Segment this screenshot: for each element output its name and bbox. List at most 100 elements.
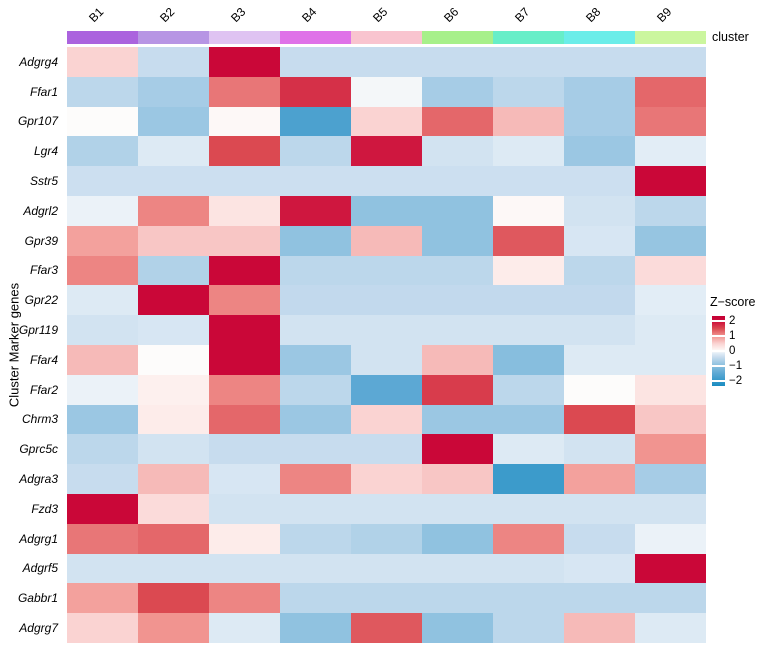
heatmap-cell [493,464,564,494]
heatmap-cell [351,195,422,226]
heatmap-cell [564,136,635,167]
heatmap-cell [422,255,493,286]
heatmap-cell [422,583,493,614]
row-label: Ffar2 [29,382,58,397]
heatmap-cell [493,255,564,286]
row-label: Lgr4 [33,144,58,159]
heatmap-cell [564,344,635,375]
heatmap-cell [138,225,209,256]
heatmap-cell [351,613,422,643]
heatmap-cell [635,553,706,584]
heatmap-cell [635,315,706,345]
heatmap-cell [564,195,635,226]
heatmap-cell [138,195,209,226]
heatmap-cell [209,583,280,614]
heatmap-cell [138,344,209,375]
heatmap-cell [635,255,706,286]
heatmap-cell [351,136,422,167]
cluster-color-segment [280,31,351,44]
heatmap-cell [209,464,280,494]
heatmap-cell [351,315,422,345]
legend-tick-label: 2 [729,314,736,327]
row-label: Adgrl2 [23,203,58,218]
heatmap-cell [280,374,351,405]
cluster-annotation-label: cluster [712,30,749,44]
heatmap-cell [351,583,422,614]
heatmap-cell [351,47,422,77]
cluster-color-segment [351,31,422,44]
heatmap-cell [67,47,138,77]
heatmap-cell [280,315,351,345]
heatmap-cell [280,225,351,256]
heatmap-cell [564,523,635,554]
heatmap-cell [564,613,635,643]
heatmap-cell [564,166,635,196]
heatmap-cell [564,464,635,494]
heatmap-cell [67,434,138,465]
heatmap-cell [280,195,351,226]
heatmap-cell [280,136,351,167]
heatmap-cell [635,225,706,256]
row-labels: Adgrg4 Ffar1 Gpr107 Lgr4 Sstr5 Adgrl2 Gpr39 Ffa… [0,47,62,643]
heatmap-cell [138,166,209,196]
heatmap-cell [67,195,138,226]
legend-tick-label: −1 [729,360,743,373]
heatmap-cell [635,106,706,137]
heatmap-cell [493,374,564,405]
legend-tick-label: 0 [729,345,736,357]
heatmap-cell [493,136,564,167]
heatmap-cell [67,285,138,316]
heatmap-cell [422,106,493,137]
heatmap-cell [635,195,706,226]
heatmap-cell [67,344,138,375]
cluster-color-segment [564,31,635,44]
cluster-color-segment [422,31,493,44]
heatmap-cell [209,76,280,107]
heatmap-cell [422,523,493,554]
heatmap-cell [138,434,209,465]
heatmap-cell [209,553,280,584]
heatmap-cell [493,553,564,584]
legend-title: Z−score [710,295,756,309]
heatmap-cell [493,434,564,465]
heatmap-cell [280,583,351,614]
column-header: B3 [227,4,248,25]
heatmap-cell [422,225,493,256]
heatmap-cell [635,374,706,405]
heatmap-cell [138,315,209,345]
column-headers: B1 B2 B3 B4 B5 B6 B7 B8 B9 [67,0,706,28]
heatmap-cell [209,285,280,316]
heatmap-cell [138,106,209,137]
heatmap-cell [564,285,635,316]
column-header: B1 [85,4,106,25]
heatmap-cell [67,136,138,167]
heatmap-cell [209,255,280,286]
row-label: Adgrg7 [19,621,58,636]
heatmap-cell [138,47,209,77]
column-header: B5 [369,4,390,25]
heatmap-cell [422,76,493,107]
row-label: Adgra3 [19,472,58,487]
heatmap-cell [67,166,138,196]
heatmap-cell [635,404,706,435]
heatmap-cell [351,344,422,375]
heatmap-cell [493,404,564,435]
heatmap-cell [67,315,138,345]
heatmap-cell [351,76,422,107]
heatmap-cell [280,285,351,316]
heatmap-cell [67,106,138,137]
heatmap-cell [138,374,209,405]
heatmap-cell [493,47,564,77]
heatmap-cell [280,166,351,196]
row-label: Ffar4 [29,352,58,367]
heatmap-cell [351,523,422,554]
heatmap-cell [564,374,635,405]
heatmap-cell [209,523,280,554]
heatmap-cell [138,583,209,614]
heatmap-cell [351,255,422,286]
heatmap-cell [351,374,422,405]
heatmap-cell [209,225,280,256]
heatmap-cell [564,225,635,256]
heatmap-cell [493,166,564,196]
